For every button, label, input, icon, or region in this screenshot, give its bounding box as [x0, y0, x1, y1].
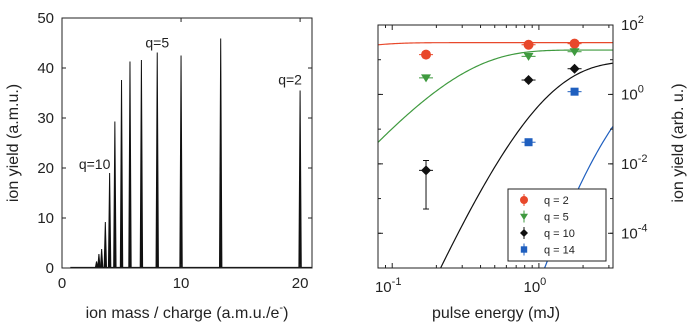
peak — [139, 59, 144, 269]
right-data-points — [419, 38, 582, 210]
y-tick-label: 40 — [37, 60, 54, 77]
legend-label: q = 5 — [544, 212, 569, 224]
y-tick-label: 102 — [621, 14, 644, 34]
peak-annotation: q=2 — [278, 72, 302, 88]
data-point-circle — [421, 49, 432, 60]
peak — [107, 172, 112, 269]
data-point-triangle — [520, 213, 528, 221]
data-point-triangle — [523, 52, 534, 61]
data-point-square — [520, 246, 528, 253]
left-annotations: q=10 q=5 q=2 — [79, 35, 302, 173]
right-axes-frame — [377, 24, 614, 269]
right-y-axis-label: ion yield (arb. u.) — [670, 83, 687, 202]
peak — [119, 79, 124, 269]
data-point-circle — [520, 196, 528, 204]
y-tick-label: 20 — [37, 160, 54, 177]
peak — [97, 253, 101, 269]
peak — [218, 38, 223, 269]
right-x-axis-label: pulse energy (mJ) — [432, 305, 560, 322]
left-panel: 0 10 20 0 10 20 30 40 50 q=10 q=5 q=2 ion mass / c… — [5, 10, 313, 322]
data-point-triangle — [421, 74, 432, 83]
data-point-diamond — [421, 165, 432, 176]
left-y-axis-label: ion yield (a.m.u.) — [5, 84, 22, 202]
peak — [179, 55, 183, 269]
y-tick-label: 100 — [621, 83, 644, 103]
x-tick-label: 10 — [173, 275, 190, 292]
x-tick-label: 100 — [523, 276, 546, 296]
data-point-square — [570, 87, 579, 96]
fit-curve — [378, 49, 613, 143]
data-point-diamond — [569, 63, 580, 74]
peak — [94, 261, 99, 269]
y-tick-label: 50 — [37, 10, 54, 27]
legend-label: q = 14 — [544, 245, 575, 257]
data-point-diamond — [523, 75, 534, 86]
x-tick-label: 20 — [292, 275, 309, 292]
peak — [155, 52, 159, 269]
x-tick-label: 0 — [58, 275, 66, 292]
data-point-circle — [569, 38, 580, 49]
y-tick-label: 10 — [37, 210, 54, 227]
peak — [99, 248, 104, 269]
legend-label: q = 10 — [544, 228, 575, 240]
data-point-square — [524, 138, 533, 147]
fit-curve — [439, 62, 613, 268]
peak — [298, 90, 302, 269]
right-fit-curves — [378, 42, 613, 268]
peak-annotation: q=5 — [145, 35, 169, 51]
peak — [128, 61, 132, 269]
legend: q = 2 q = 5 q = 10 q = 14 — [507, 188, 607, 262]
left-plot-area — [70, 38, 312, 269]
left-axes-frame — [61, 17, 313, 269]
right-ticks: 10-1 100 102 100 10-2 10-4 — [375, 14, 647, 296]
peak — [103, 221, 108, 269]
y-tick-label: 30 — [37, 110, 54, 127]
y-tick-label: 0 — [46, 260, 54, 277]
peak — [113, 121, 117, 269]
left-x-axis-label: ion mass / charge (a.m.u./e-) — [86, 302, 289, 322]
data-point-triangle — [569, 48, 580, 57]
left-ticks: 0 10 20 0 10 20 30 40 50 — [37, 10, 312, 292]
y-tick-label: 10-4 — [621, 222, 647, 242]
data-point-circle — [523, 39, 534, 50]
x-tick-label: 10-1 — [375, 276, 401, 296]
y-tick-label: 10-2 — [621, 153, 647, 173]
data-point-diamond — [520, 229, 528, 237]
peak-annotation: q=10 — [79, 156, 111, 172]
legend-label: q = 2 — [544, 195, 569, 207]
